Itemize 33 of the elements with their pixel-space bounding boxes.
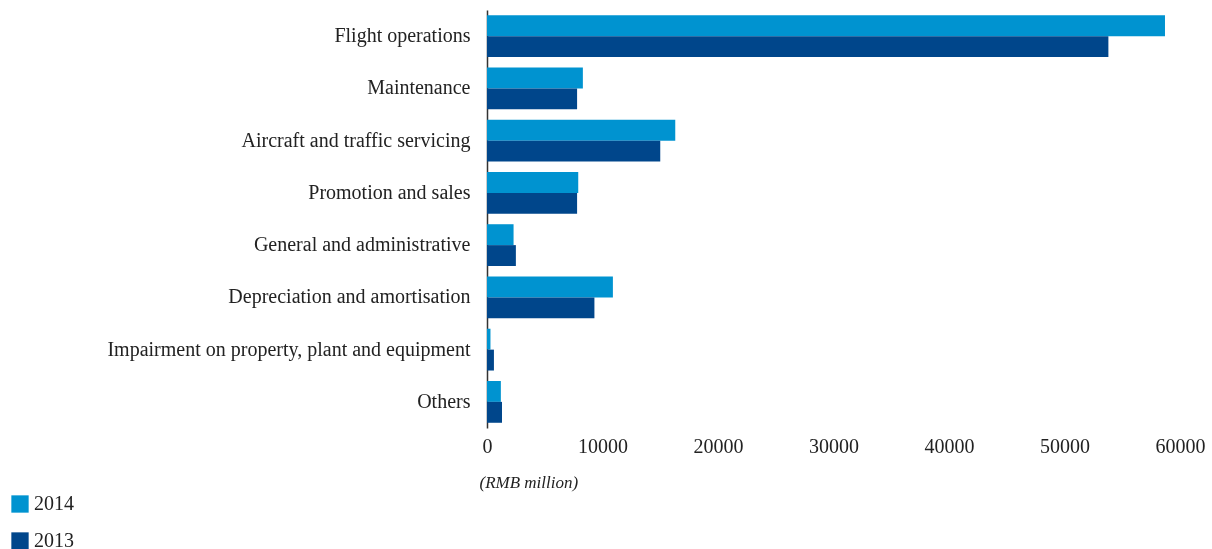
bar (487, 192, 578, 214)
x-tick-label: 40000 (924, 434, 975, 457)
y-tick-label: Flight operations (334, 24, 471, 48)
y-tick-label: Depreciation and amortisation (228, 285, 471, 309)
bar (487, 380, 501, 402)
x-tick-label: 60000 (1155, 434, 1206, 457)
y-tick-label: Others (417, 389, 471, 412)
x-tick-label: 10000 (578, 434, 628, 457)
y-tick-label: Impairment on property, plant and equipment (107, 337, 471, 361)
bar (487, 276, 613, 298)
y-tick-label: General and administrative (253, 233, 471, 256)
x-tick-label: 20000 (693, 434, 744, 457)
bar (487, 140, 661, 162)
y-tick-label: Maintenance (367, 76, 471, 99)
y-tick-label: Aircraft and traffic servicing (241, 128, 471, 152)
bar (487, 36, 1109, 58)
bar (487, 401, 503, 423)
bar (487, 224, 514, 246)
x-axis-title: (RMB million) (479, 472, 579, 492)
y-tick-label: Promotion and sales (308, 180, 471, 203)
x-tick-label: 0 (482, 434, 493, 457)
legend-label: 2013 (34, 529, 74, 549)
bar (487, 88, 578, 110)
x-tick-label: 50000 (1040, 434, 1090, 457)
x-tick-label: 30000 (809, 434, 859, 457)
bar (487, 349, 494, 371)
bar (487, 297, 595, 319)
bar (487, 15, 1165, 37)
bar (487, 67, 583, 89)
bar (487, 245, 516, 267)
bar (487, 119, 676, 141)
bar (487, 171, 579, 193)
legend-label: 2014 (34, 492, 74, 514)
